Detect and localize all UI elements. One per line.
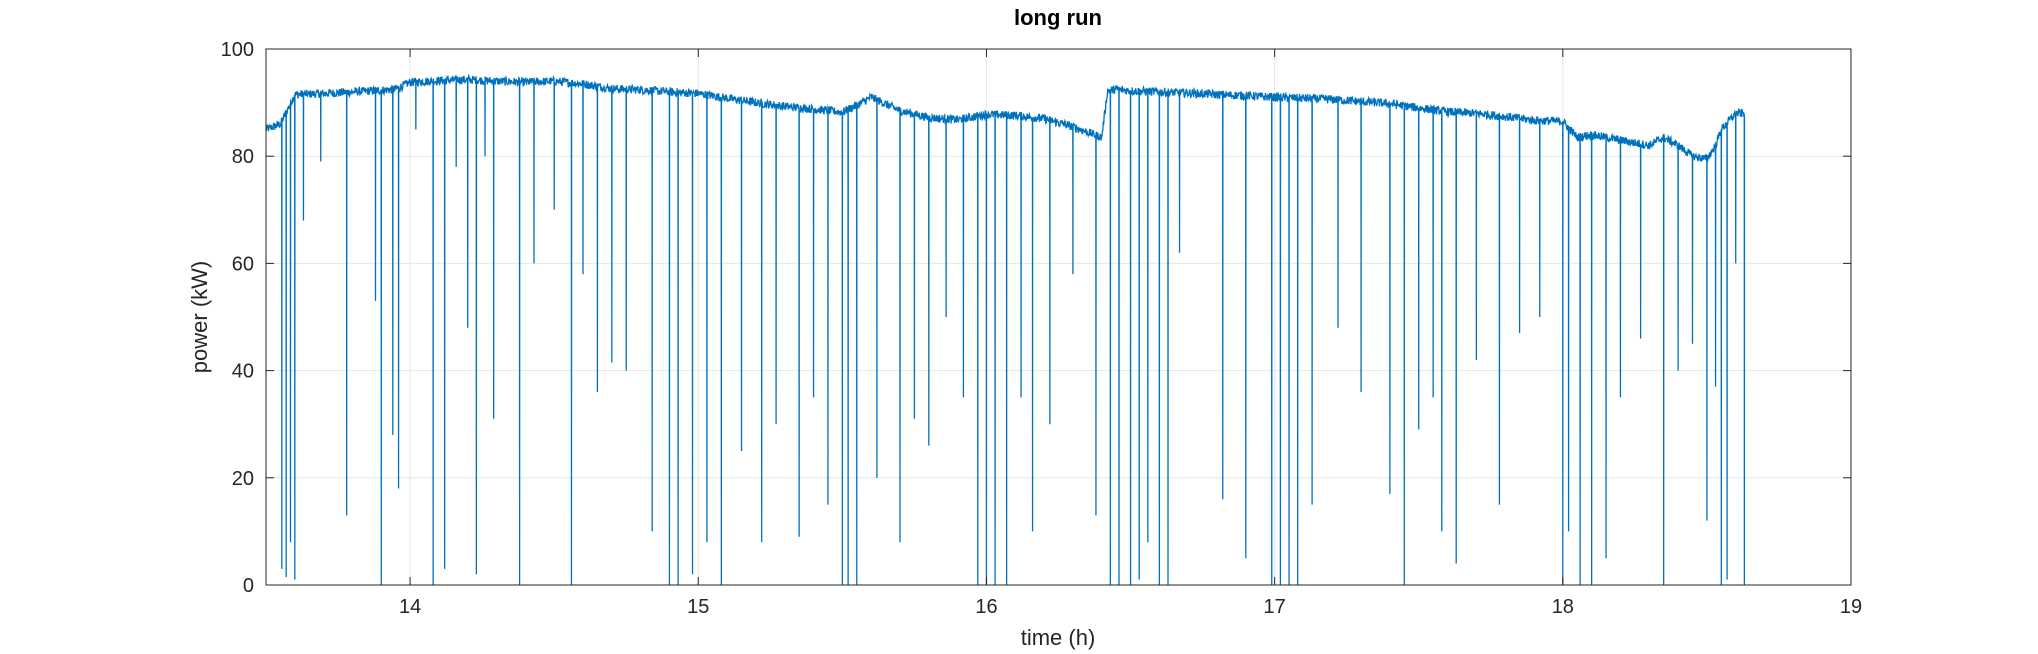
series-layer — [265, 73, 1746, 586]
y-tick-label: 80 — [232, 146, 254, 168]
x-tick-label: 15 — [687, 596, 709, 618]
x-axis-label: time (h) — [1021, 625, 1096, 650]
x-tick-label: 16 — [975, 596, 997, 618]
y-tick-label: 20 — [232, 468, 254, 490]
y-tick-label: 40 — [232, 361, 254, 383]
y-axis-label: power (kW) — [187, 261, 212, 373]
plot-frame — [265, 48, 1852, 586]
series-line-power — [265, 73, 1746, 586]
y-tick-label: 100 — [221, 39, 254, 61]
plot-background — [266, 49, 1851, 585]
x-tick-label: 18 — [1552, 596, 1574, 618]
x-tick-label: 14 — [399, 596, 421, 618]
y-tick-label: 60 — [232, 253, 254, 275]
ticks: 14 15 16 17 18 19 0 20 40 60 80 100 — [221, 39, 1863, 618]
x-tick-label: 17 — [1264, 596, 1286, 618]
y-tick-label: 0 — [243, 575, 254, 597]
x-tick-label: 19 — [1840, 596, 1862, 618]
chart-title: long run — [1014, 5, 1102, 30]
